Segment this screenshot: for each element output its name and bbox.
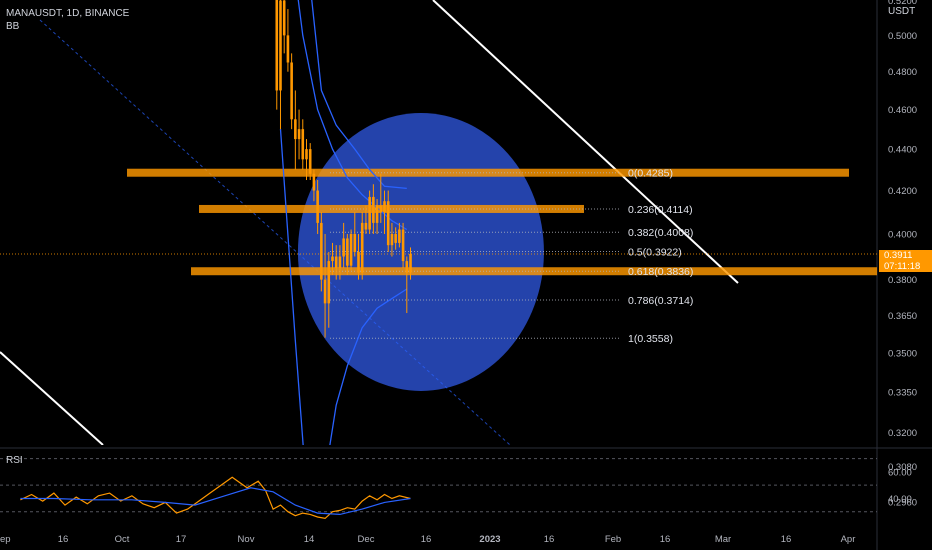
candle-body-5 xyxy=(290,62,293,120)
fib-label-0: 0(0.4285) xyxy=(628,168,673,180)
rsi-tick-label-1: 40.00 xyxy=(888,494,912,505)
bb-upper-line xyxy=(311,0,407,190)
fib-label-4: 0.618(0.3836) xyxy=(628,266,693,278)
x-tick-label-9: 16 xyxy=(544,534,555,545)
candle-body-11 xyxy=(312,173,316,191)
trendline-2 xyxy=(0,351,104,445)
candle-body-29 xyxy=(379,205,383,212)
candle-body-34 xyxy=(398,229,401,243)
candle-body-26 xyxy=(368,196,371,230)
y-tick-label-14: 0.2960 xyxy=(888,497,917,508)
x-tick-label-4: Nov xyxy=(238,534,255,545)
candle-body-23 xyxy=(357,251,360,273)
candle-body-4 xyxy=(286,35,290,63)
candle-body-31 xyxy=(386,201,390,246)
candle-body-8 xyxy=(301,129,305,160)
currency-label: USDT xyxy=(888,6,916,17)
candle-body-12 xyxy=(316,190,319,223)
dashed-trendline xyxy=(39,19,511,445)
rsi-line xyxy=(20,476,411,520)
candle-body-27 xyxy=(372,196,375,223)
x-tick-label-10: Feb xyxy=(605,534,621,545)
y-tick-label-11: 0.3350 xyxy=(888,387,917,398)
main-pane: 0(0.4285) 0.236(0.4114) 0.382(0.4008) 0.5(0… xyxy=(0,0,877,445)
candle-body-15 xyxy=(327,261,331,304)
candle-countdown: 07:11:18 xyxy=(884,261,921,272)
candle-body-30 xyxy=(383,201,386,212)
candle-body-18 xyxy=(338,256,342,268)
y-tick-label-6: 0.4200 xyxy=(888,186,917,197)
y-tick-label-4: 0.4600 xyxy=(888,105,917,116)
trendline-1 xyxy=(432,0,739,284)
candle-body-10 xyxy=(308,149,312,174)
x-tick-label-2: Oct xyxy=(115,534,130,545)
x-tick-label-11: 16 xyxy=(660,534,671,545)
y-tick-label-7: 0.4000 xyxy=(888,229,917,240)
y-tick-label-13: 0.3080 xyxy=(888,462,917,473)
x-tick-label-0: ep xyxy=(0,534,11,545)
x-tick-label-6: Dec xyxy=(358,534,375,545)
candle-body-14 xyxy=(323,279,327,304)
fib-label-1: 0.236(0.4114) xyxy=(628,204,693,216)
candle-body-25 xyxy=(364,222,368,230)
candle-body-28 xyxy=(375,205,379,223)
y-tick-label-5: 0.4400 xyxy=(888,145,917,156)
candle-body-35 xyxy=(401,229,405,262)
candle-body-1 xyxy=(275,0,279,91)
x-tick-label-13: 16 xyxy=(781,534,792,545)
candle-body-32 xyxy=(390,233,394,246)
rsi-label: RSI xyxy=(6,455,23,466)
fib-label-3: 0.5(0.3922) xyxy=(628,247,682,259)
fib-label-2: 0.382(0.4008) xyxy=(628,227,693,239)
rsi-ma-line xyxy=(20,487,411,516)
current-price-badge: 0.3911 07:11:18 xyxy=(879,250,932,272)
candle-body-24 xyxy=(360,222,364,273)
candle-body-17 xyxy=(334,256,338,268)
candle-body-19 xyxy=(342,238,345,257)
bb-basis-line xyxy=(297,0,408,231)
bb-lower-line xyxy=(279,129,408,445)
candle-body-37 xyxy=(409,254,412,273)
y-tick-label-8: 0.3800 xyxy=(888,275,917,286)
candle-body-36 xyxy=(405,261,409,273)
x-tick-label-14: Apr xyxy=(841,534,856,545)
candle-body-3 xyxy=(282,0,286,36)
candle-body-16 xyxy=(331,256,334,262)
symbol-title: MANAUSDT, 1D, BINANCE xyxy=(6,8,130,19)
rsi-tick-label-0: 60.00 xyxy=(888,467,912,478)
candle-body-2 xyxy=(279,0,282,91)
candle-body-9 xyxy=(305,149,308,160)
candle-body-21 xyxy=(349,233,353,266)
fib-band-0_4285 xyxy=(127,168,849,177)
fib-label-6: 1(0.3558) xyxy=(628,333,673,345)
x-tick-label-3: 17 xyxy=(176,534,187,545)
y-tick-label-1: 0.5200 xyxy=(888,0,917,7)
candle-body-20 xyxy=(346,238,349,266)
x-tick-label-8: 2023 xyxy=(479,534,500,545)
candle-body-33 xyxy=(394,233,397,243)
y-tick-label-3: 0.4800 xyxy=(888,67,917,78)
current-price-value: 0.3911 xyxy=(884,250,913,261)
candle-body-6 xyxy=(294,119,297,140)
candle-body-13 xyxy=(320,222,323,280)
fib-label-5: 0.786(0.3714) xyxy=(628,295,693,307)
x-tick-label-1: 16 xyxy=(58,534,69,545)
x-tick-label-5: 14 xyxy=(304,534,315,545)
candle-body-22 xyxy=(353,233,357,252)
indicator-label-bb: BB xyxy=(6,21,20,32)
y-tick-label-12: 0.3200 xyxy=(888,428,917,439)
y-tick-label-9: 0.3650 xyxy=(888,311,917,322)
fib-band-0_4114 xyxy=(199,204,584,213)
x-tick-label-12: Mar xyxy=(715,534,731,545)
x-tick-label-7: 16 xyxy=(421,534,432,545)
y-tick-label-2: 0.5000 xyxy=(888,31,917,42)
y-tick-label-10: 0.3500 xyxy=(888,348,917,359)
candle-body-7 xyxy=(297,129,301,140)
